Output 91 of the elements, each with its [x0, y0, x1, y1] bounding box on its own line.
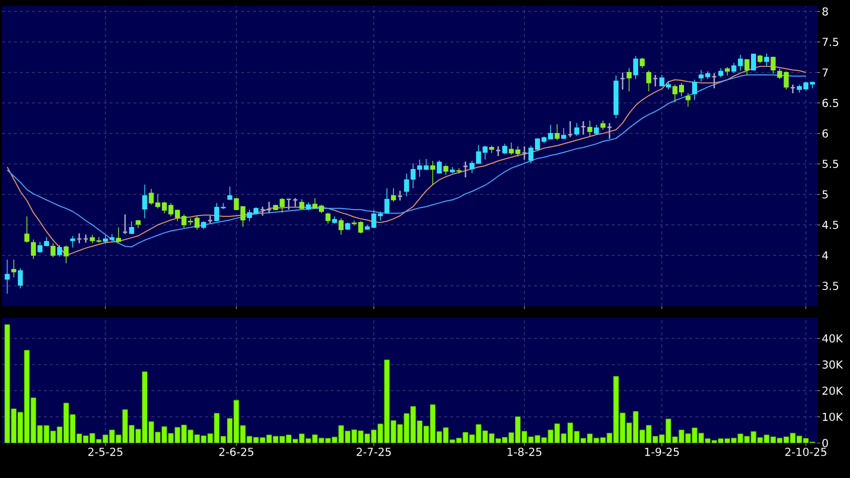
candlestick [790, 84, 796, 94]
candlestick [626, 68, 632, 92]
y-tick-label: 6 [822, 129, 828, 138]
candlestick [718, 68, 724, 78]
y-tick-label: 4 [822, 251, 828, 260]
candlestick [129, 220, 134, 234]
y-tick-label: 5.5 [822, 160, 838, 168]
candlestick [136, 220, 141, 228]
candlestick [299, 198, 304, 210]
candlestick [214, 202, 220, 222]
x-tick-label: 1-8-25 [508, 448, 542, 456]
candlestick [122, 214, 128, 235]
candlestick [390, 188, 396, 202]
candlestick [456, 168, 462, 174]
y-tick-label: 10K [822, 412, 844, 421]
candlestick [751, 53, 756, 72]
y-tick-label: 8 [822, 7, 828, 16]
candlestick [286, 198, 292, 210]
candlestick [574, 122, 580, 136]
candlestick [57, 244, 62, 258]
candlestick [489, 145, 494, 154]
candlestick [587, 120, 592, 137]
y-tick-label: 5 [822, 190, 828, 198]
x-tick-label: 2-10-25 [785, 448, 826, 456]
candlestick [306, 202, 311, 211]
candlestick [201, 220, 206, 230]
candlestick [18, 268, 23, 289]
candlestick [345, 222, 350, 230]
candlestick [436, 160, 442, 174]
candlestick [430, 160, 436, 186]
candlestick [462, 160, 468, 178]
candlestick [443, 164, 448, 176]
candlestick [744, 58, 750, 76]
candlestick [64, 245, 69, 264]
candlestick [266, 201, 272, 214]
candlestick [594, 124, 599, 136]
candlestick [561, 128, 566, 140]
candlestick [397, 190, 403, 202]
candlestick [692, 79, 698, 100]
candlestick [758, 54, 763, 64]
y-tick-label: 0 [822, 438, 828, 448]
candlestick [404, 173, 410, 197]
candlestick [614, 75, 619, 119]
candlestick [522, 146, 528, 160]
candlestick [686, 92, 691, 108]
y-tick-label: 7.5 [822, 38, 838, 46]
y-tick-label: 6.5 [822, 98, 838, 108]
candlestick [711, 72, 718, 90]
candlestick [4, 259, 10, 294]
y-tick-label: 20K [822, 386, 844, 395]
candlestick [652, 74, 658, 88]
x-tick-label: 2-5-25 [88, 448, 122, 456]
candlestick [260, 206, 266, 216]
y-tick-label: 40K [822, 334, 844, 343]
candlestick [580, 120, 586, 136]
candlestick [567, 120, 574, 138]
x-tick-label: 1-9-25 [645, 448, 679, 456]
candlestick [640, 57, 645, 69]
candlestick [554, 124, 560, 141]
candlestick [600, 120, 606, 130]
candlestick [116, 226, 122, 243]
candlestick [450, 166, 455, 174]
candlestick [764, 53, 770, 67]
candlestick [70, 235, 76, 248]
candlestick [142, 184, 148, 219]
candlestick [495, 146, 501, 157]
candlestick [646, 70, 652, 92]
candlestick [620, 72, 626, 90]
candlestick [50, 242, 56, 258]
candlestick [326, 212, 330, 224]
candlestick [606, 122, 612, 140]
y-tick-label: 7 [822, 68, 828, 76]
x-tick-label: 2-6-25 [219, 448, 254, 456]
candlestick [11, 259, 16, 278]
candlestick [384, 188, 390, 214]
candlestick [633, 56, 638, 80]
candlestick [76, 232, 82, 244]
candlestick [292, 197, 298, 208]
candlestick [227, 186, 232, 200]
candlestick [24, 216, 30, 243]
candlestick [724, 66, 730, 76]
candlestick [770, 56, 776, 74]
y-tick-label: 30K [822, 360, 844, 369]
candlestick [83, 234, 89, 244]
y-tick-label: 4.5 [822, 220, 838, 229]
candlestick [338, 218, 344, 236]
y-tick-label: 3.5 [822, 282, 838, 290]
candlestick [207, 215, 213, 224]
candlestick [332, 216, 338, 224]
x-tick-label: 2-7-25 [356, 448, 391, 456]
candlestick [30, 239, 36, 260]
